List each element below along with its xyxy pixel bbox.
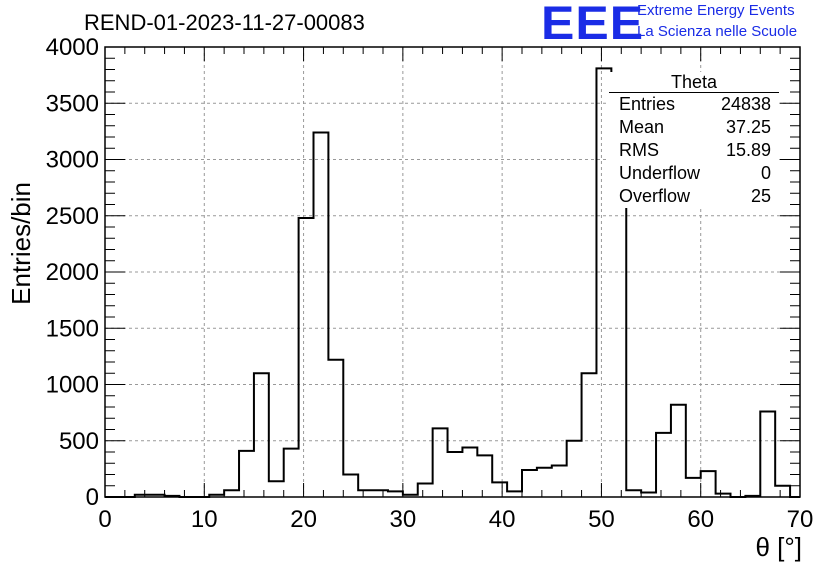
x-tick-label: 50: [588, 506, 615, 533]
x-tick-label: 0: [98, 506, 111, 533]
histogram-bin: [582, 373, 597, 497]
axis-ticks: [104, 46, 801, 498]
histogram-bin: [388, 491, 403, 497]
stats-value: 15.89: [725, 140, 771, 160]
stats-row-overflow: Overflow 25: [609, 185, 779, 208]
stats-row-underflow: Underflow 0: [609, 162, 779, 185]
stats-row-mean: Mean 37.25: [609, 116, 779, 139]
y-tick-label: 3500: [46, 90, 99, 117]
y-tick-label: 0: [86, 484, 99, 511]
y-tick-label: 2000: [46, 259, 99, 286]
y-tick-label: 3000: [46, 147, 99, 174]
histogram-bin: [775, 486, 790, 497]
histogram-outline: [105, 67, 800, 498]
histogram-bin: [373, 490, 388, 497]
stats-value: 37.25: [725, 117, 771, 137]
histogram-bin: [433, 428, 448, 497]
histogram-bin: [343, 475, 358, 498]
histogram-bin: [269, 481, 284, 497]
x-tick-label: 60: [687, 506, 714, 533]
x-tick-label: 10: [191, 506, 218, 533]
histogram-bin: [626, 490, 641, 497]
y-tick-label: 500: [59, 428, 99, 455]
y-tick-label: 1500: [46, 315, 99, 342]
histogram-bin: [492, 482, 507, 497]
histogram-bin: [239, 451, 254, 497]
histogram-bin: [686, 478, 701, 497]
histogram-bin: [284, 449, 299, 497]
stats-box: Theta Entries 24838 Mean 37.25 RMS 15.89 Un…: [609, 72, 779, 208]
histogram-bin: [552, 466, 567, 498]
histogram-bin: [522, 470, 537, 497]
histogram-bin: [760, 412, 775, 498]
histogram-bin: [462, 448, 477, 498]
y-axis-label: Entries/bin: [6, 182, 36, 305]
stats-label: Entries: [619, 94, 676, 114]
histogram-bin: [656, 433, 671, 497]
histogram-bin: [507, 491, 522, 497]
x-tick-label: 70: [787, 506, 814, 533]
histogram-bin: [299, 218, 314, 497]
histogram-bin: [254, 373, 269, 497]
stats-label: Overflow: [619, 186, 691, 206]
chart-title: REND-01-2023-11-27-00083: [84, 10, 365, 35]
histogram-bin: [358, 490, 373, 497]
histogram-bin: [328, 360, 343, 497]
logo-subtitle-2: La Scienza nelle Scuole: [637, 23, 798, 40]
histogram-bin: [314, 133, 329, 498]
tick-labels: 0 10 20 30 40 50 60 70 0 500 1000 1500 2000 2500 3000 3…: [46, 34, 814, 533]
y-tick-label: 2500: [46, 203, 99, 230]
stats-row-entries: Entries 24838: [609, 93, 779, 116]
histogram-series: [105, 67, 800, 498]
logo-subtitle-1: Extreme Energy Events: [637, 2, 795, 19]
x-axis-label: θ [°]: [755, 532, 802, 562]
histogram-bin: [537, 468, 552, 497]
stats-label: RMS: [619, 140, 659, 160]
stats-label: Underflow: [619, 163, 701, 183]
stats-title: Theta: [609, 72, 779, 93]
histogram-bin: [224, 490, 239, 497]
y-tick-label: 4000: [46, 34, 99, 61]
histogram-bin: [477, 455, 492, 497]
y-tick-label: 1000: [46, 372, 99, 399]
stats-row-rms: RMS 15.89: [609, 139, 779, 162]
histogram-bin: [418, 484, 433, 498]
histogram-bin: [701, 471, 716, 497]
histogram-bin: [671, 405, 686, 497]
stats-value: 25: [750, 186, 771, 206]
stats-value: 24838: [720, 94, 771, 114]
x-tick-label: 20: [290, 506, 317, 533]
stats-label: Mean: [619, 117, 665, 137]
x-tick-label: 40: [489, 506, 516, 533]
x-tick-label: 30: [390, 506, 417, 533]
histogram-bin: [567, 441, 582, 497]
histogram-bin: [448, 452, 463, 497]
stats-value: 0: [760, 163, 771, 183]
eee-logo: EEE: [541, 0, 645, 50]
